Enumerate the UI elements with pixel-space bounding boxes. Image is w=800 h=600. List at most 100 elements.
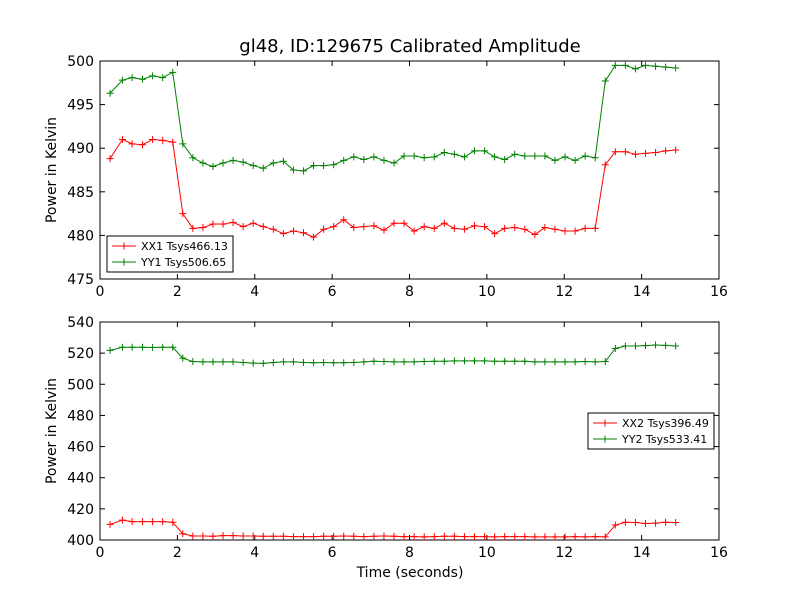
top-chart-data-point: [641, 149, 649, 157]
bottom-chart-data-point: [400, 533, 408, 541]
top-chart-data-point: [139, 75, 147, 83]
top-chart-data-point: [106, 89, 114, 97]
top-chart-data-point: [370, 153, 378, 161]
top-chart-data-point: [581, 224, 589, 232]
bottom-chart-data-point: [551, 533, 559, 541]
bottom-chart-legend-marker: [601, 419, 609, 427]
top-chart-data-point: [631, 65, 639, 73]
bottom-chart-x-tick-label: 8: [405, 545, 414, 561]
bottom-chart-data-point: [591, 533, 599, 541]
top-chart-data-point: [662, 63, 670, 71]
bottom-chart-data-point: [279, 358, 287, 366]
bottom-chart-data-point: [410, 358, 418, 366]
top-chart-data-point: [551, 225, 559, 233]
bottom-chart-data-point: [169, 343, 177, 351]
top-chart-data-point: [511, 224, 519, 232]
top-chart-x-tick-label: 12: [555, 284, 573, 300]
bottom-chart-data-point: [269, 358, 277, 366]
bottom-chart-data-point: [561, 358, 569, 366]
bottom-chart-data-point: [299, 358, 307, 366]
bottom-chart-x-tick-label: 10: [478, 545, 496, 561]
bottom-chart-data-point: [621, 342, 629, 350]
bottom-chart-data-point: [149, 518, 157, 526]
bottom-chart-data-point: [169, 518, 177, 526]
bottom-chart-data-point: [531, 358, 539, 366]
top-chart-data-point: [118, 135, 126, 143]
top-chart-data-point: [189, 154, 197, 162]
bottom-chart-data-point: [481, 357, 489, 365]
top-chart-data-point: [591, 224, 599, 232]
bottom-chart-data-point: [440, 357, 448, 365]
top-chart-data-point: [521, 152, 529, 160]
bottom-chart-data-point: [199, 358, 207, 366]
bottom-chart-data-point: [340, 359, 348, 367]
bottom-chart-x-axis-label: Time (seconds): [356, 565, 464, 581]
bottom-chart-data-point: [521, 533, 529, 541]
bottom-chart-data-point: [611, 344, 619, 352]
top-chart-data-point: [159, 136, 167, 144]
top-chart-data-point: [672, 146, 680, 154]
top-chart-data-point: [470, 147, 478, 155]
bottom-chart-data-point: [541, 533, 549, 541]
top-chart-data-point: [581, 152, 589, 160]
bottom-chart-data-point: [601, 533, 609, 541]
top-chart-data-point: [621, 61, 629, 69]
top-chart-data-point: [279, 230, 287, 238]
top-chart-data-point: [330, 161, 338, 169]
bottom-chart-data-point: [460, 357, 468, 365]
top-chart-y-tick-label: 475: [67, 272, 94, 288]
top-chart-data-point: [521, 225, 529, 233]
top-chart-data-point: [481, 147, 489, 155]
top-chart-data-point: [400, 219, 408, 227]
top-chart-data-point: [551, 156, 559, 164]
top-chart-data-point: [511, 150, 519, 158]
bottom-chart-data-point: [380, 358, 388, 366]
top-chart-data-point: [299, 229, 307, 237]
bottom-chart-data-point: [571, 358, 579, 366]
bottom-chart-x-tick-label: 0: [96, 545, 105, 561]
top-chart-y-tick-label: 485: [67, 185, 94, 201]
top-chart-x-tick-label: 8: [405, 284, 414, 300]
top-chart-data-point: [169, 138, 177, 146]
top-chart-data-point: [460, 225, 468, 233]
bottom-chart-data-point: [641, 519, 649, 527]
bottom-chart-data-point: [460, 533, 468, 541]
bottom-chart-y-tick-label: 520: [67, 346, 94, 362]
bottom-chart-data-point: [501, 357, 509, 365]
top-chart-data-point: [440, 149, 448, 157]
bottom-chart-data-point: [561, 533, 569, 541]
top-chart-title: gl48, ID:129675 Calibrated Amplitude: [239, 36, 580, 57]
top-chart-data-point: [652, 62, 660, 70]
top-chart-data-point: [106, 155, 114, 163]
bottom-chart-x-tick-label: 6: [328, 545, 337, 561]
bottom-chart-data-point: [400, 358, 408, 366]
bottom-chart-data-point: [370, 357, 378, 365]
top-chart-data-point: [380, 156, 388, 164]
bottom-chart-series-1: [106, 516, 680, 541]
bottom-chart-data-point: [159, 518, 167, 526]
bottom-chart-data-point: [621, 518, 629, 526]
top-chart-data-point: [611, 148, 619, 156]
top-chart-data-point: [239, 158, 247, 166]
bottom-chart-data-point: [199, 532, 207, 540]
top-chart-data-point: [310, 233, 318, 241]
top-chart-data-point: [199, 224, 207, 232]
top-chart-data-point: [269, 225, 277, 233]
bottom-chart-data-point: [420, 358, 428, 366]
top-chart-series-2: [106, 61, 680, 175]
bottom-chart-data-point: [310, 533, 318, 541]
bottom-chart-data-point: [239, 532, 247, 540]
bottom-chart-y-tick-label: 540: [67, 315, 94, 331]
bottom-chart-data-point: [581, 358, 589, 366]
top-chart-legend-marker: [120, 242, 128, 250]
bottom-chart-legend: XX2 Tsys396.49 YY2 Tsys533.41: [587, 412, 715, 450]
bottom-chart-data-point: [430, 533, 438, 541]
bottom-chart-data-point: [450, 357, 458, 365]
bottom-chart-data-point: [450, 532, 458, 540]
bottom-chart-x-tick-label: 2: [173, 545, 182, 561]
bottom-chart-data-point: [672, 342, 680, 350]
top-chart-y-tick-label: 500: [67, 54, 94, 70]
bottom-chart-data-point: [652, 341, 660, 349]
